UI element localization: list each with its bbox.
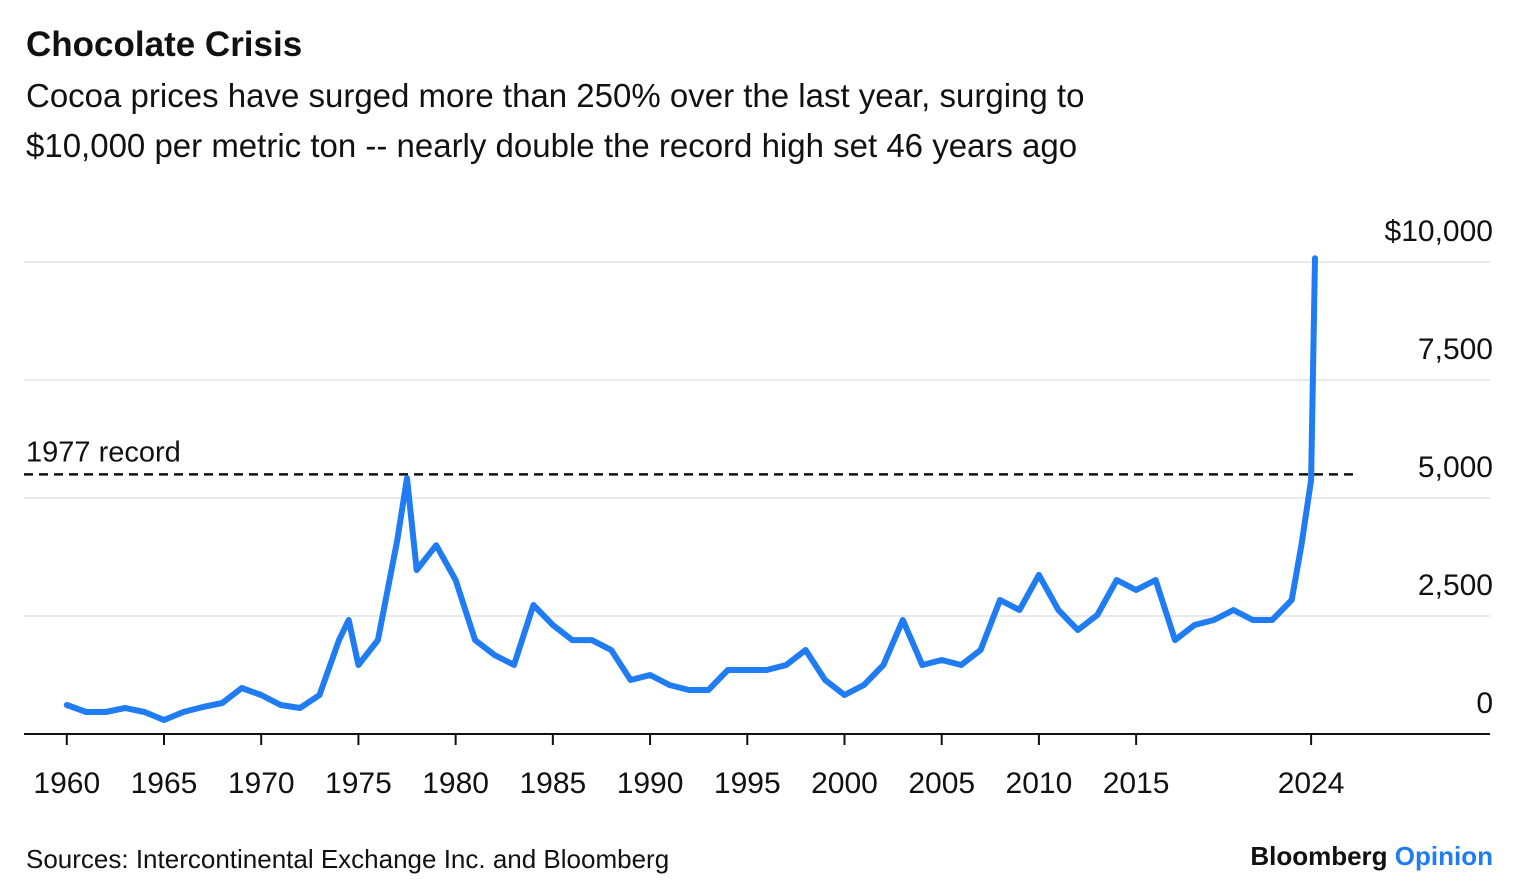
x-tick-label: 2005	[908, 767, 975, 800]
x-tick-label: 2010	[1006, 767, 1073, 800]
source-note: Sources: Intercontinental Exchange Inc. …	[26, 844, 669, 874]
brand-name: Bloomberg	[1250, 841, 1387, 871]
y-tick-label: 0	[1476, 687, 1493, 720]
x-tick-label: 1985	[519, 767, 586, 800]
x-tick-label: 1995	[714, 767, 781, 800]
brand: Bloomberg Opinion	[1250, 841, 1493, 871]
x-tick-label: 1990	[617, 767, 684, 800]
y-tick-label: 5,000	[1418, 451, 1493, 484]
chart-subtitle: Cocoa prices have surged more than 250% …	[26, 77, 1084, 114]
x-tick-label: 2024	[1278, 767, 1345, 800]
y-tick-label: 2,500	[1418, 569, 1493, 602]
x-tick-label: 2015	[1103, 767, 1170, 800]
chart-title: Chocolate Crisis	[26, 25, 302, 64]
x-tick-label: 1960	[33, 767, 100, 800]
x-tick-label: 1975	[325, 767, 392, 800]
brand-section: Opinion	[1395, 841, 1493, 871]
chart-subtitle: $10,000 per metric ton -- nearly double …	[26, 127, 1077, 164]
x-tick-label: 1965	[131, 767, 198, 800]
x-tick-label: 1970	[228, 767, 295, 800]
price-line	[63, 255, 1318, 723]
reference-label: 1977 record	[26, 436, 181, 468]
x-tick-label: 1980	[422, 767, 489, 800]
y-tick-label: 7,500	[1418, 333, 1493, 366]
y-tick-label: $10,000	[1385, 215, 1493, 248]
x-tick-label: 2000	[811, 767, 878, 800]
